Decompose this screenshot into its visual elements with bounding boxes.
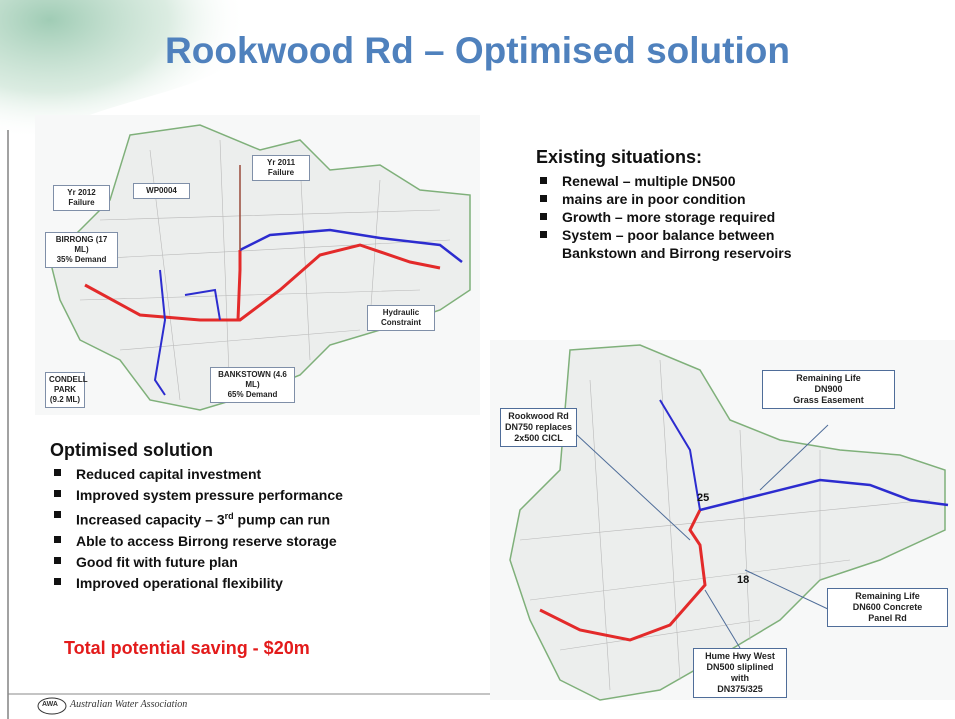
map-label: Remaining Life DN600 Concrete Panel Rd: [827, 588, 948, 627]
label-line: DN750 replaces: [504, 422, 573, 432]
map-label: Remaining Life DN900 Grass Easement: [762, 370, 895, 409]
bullet-text: Bankstown and Birrong reservoirs: [562, 245, 792, 261]
map-label: BANKSTOWN (4.6 ML) 65% Demand: [210, 367, 295, 403]
map-label: CONDELL PARK (9.2 ML): [45, 372, 88, 408]
bullet-text: Reduced capital investment: [76, 466, 262, 482]
saving: Total potential saving - $20m: [64, 638, 310, 658]
map-number: 25: [697, 492, 710, 504]
label-line: Failure: [68, 198, 95, 207]
bullet-text: Increased capacity – 3: [76, 511, 225, 528]
label-line: CONDELL: [49, 375, 88, 384]
bullet: Growth – more storage required: [536, 208, 792, 226]
map-number: 18: [737, 574, 750, 586]
bullet: Good fit with future plan: [50, 552, 343, 573]
footer-org: Australian Water Association: [70, 699, 188, 710]
label-line: Remaining Life: [855, 591, 920, 601]
existing-list: Renewal – multiple DN500 mains are in poo…: [536, 172, 792, 262]
label-line: Failure: [267, 168, 295, 177]
bullet-text: Good fit with future plan: [76, 553, 238, 570]
label-line: Panel Rd: [868, 613, 907, 623]
label-line: Yr 2011: [266, 158, 296, 167]
bullet-text: Growth – more storage required: [562, 209, 776, 225]
map-label: Yr 2011 Failure: [252, 155, 310, 181]
logo: AWA: [42, 701, 58, 708]
label-line: BANKSTOWN (4.6 ML): [218, 370, 287, 389]
bullet-text: Renewal – multiple DN500: [562, 173, 736, 189]
label-line: Hume Hwy West: [705, 651, 775, 661]
map-label: Rookwood Rd DN750 replaces 2x500 CICL: [500, 408, 577, 447]
label-line: DN900: [814, 384, 843, 394]
slide-title: Rookwood Rd – Optimised solution: [165, 30, 790, 71]
bullet-text: Able to access Birrong reserve storage: [76, 532, 337, 549]
label-line: 2x500 CICL: [514, 433, 563, 443]
label-line: BIRRONG (17 ML): [55, 235, 108, 254]
optimised-list: Reduced capital investment Improved syste…: [50, 464, 343, 594]
map-label: Hydraulic Constraint: [367, 305, 435, 331]
bullet: Able to access Birrong reserve storage: [50, 531, 343, 552]
label-line: Yr 2012: [67, 188, 96, 197]
label-line: DN375/325: [717, 684, 763, 694]
bullet-text: mains are in poor condition: [562, 191, 746, 207]
bullet: Improved operational flexibility: [50, 573, 343, 594]
bullet: Improved system pressure performance: [50, 485, 343, 506]
label-line: Constraint: [381, 318, 421, 327]
map-label: BIRRONG (17 ML) 35% Demand: [45, 232, 118, 268]
label-line: DN600 Concrete: [852, 602, 923, 612]
bullet: Renewal – multiple DN500: [536, 172, 792, 190]
existing-heading: Existing situations:: [536, 147, 703, 167]
bullet-text: Improved system pressure performance: [76, 487, 343, 503]
label-line: Rookwood Rd: [508, 411, 569, 421]
label-line: Remaining Life: [796, 373, 861, 383]
bullet-text: pump can run: [233, 511, 331, 528]
label-line: DN500 sliplined with: [706, 662, 774, 683]
bullet-text: Improved operational flexibility: [76, 574, 283, 591]
label-line: WP0004: [146, 186, 177, 195]
label-line: (9.2 ML): [49, 395, 81, 404]
label-line: PARK: [53, 385, 77, 394]
map-label: WP0004: [133, 183, 190, 199]
bullet: Increased capacity – 3rd pump can run: [50, 506, 343, 531]
label-line: 65% Demand: [227, 390, 278, 399]
map-label: Yr 2012 Failure: [53, 185, 110, 211]
label-line: 35% Demand: [56, 255, 107, 264]
bullet-text: rd: [224, 511, 234, 521]
bullet-text: System – poor balance between: [562, 227, 775, 243]
map-label: Hume Hwy West DN500 sliplined with DN375/3…: [693, 648, 787, 698]
bullet: Reduced capital investment: [50, 464, 343, 485]
bullet: mains are in poor condition: [536, 190, 792, 208]
label-line: Grass Easement: [793, 395, 864, 405]
optimised-heading: Optimised solution: [50, 440, 214, 460]
label-line: Hydraulic: [382, 308, 420, 317]
bullet: System – poor balance between Bankstown a…: [536, 226, 792, 262]
